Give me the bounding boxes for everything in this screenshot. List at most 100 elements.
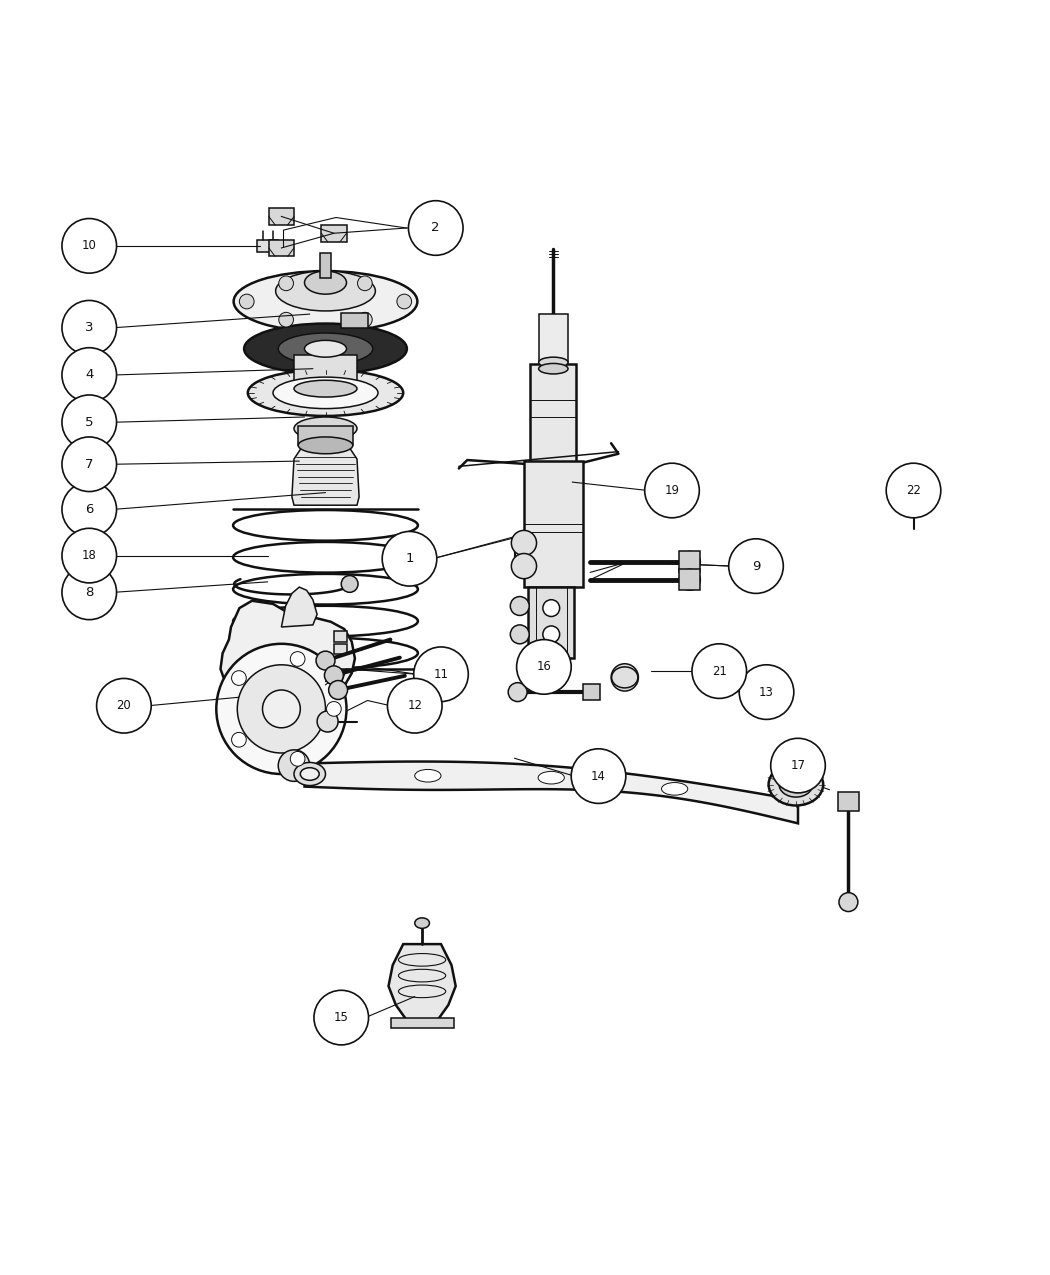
Ellipse shape (248, 370, 403, 416)
Circle shape (357, 275, 373, 291)
Bar (391, 1017, 454, 1028)
Circle shape (510, 625, 529, 644)
Text: 5: 5 (85, 416, 93, 428)
Bar (321, 224, 347, 242)
Circle shape (290, 652, 304, 667)
Text: 16: 16 (537, 660, 551, 673)
Polygon shape (292, 446, 359, 505)
Circle shape (679, 569, 700, 590)
Circle shape (290, 751, 304, 766)
Circle shape (317, 711, 338, 732)
Bar (524, 462, 583, 586)
Ellipse shape (539, 363, 568, 374)
Circle shape (679, 551, 700, 572)
Ellipse shape (233, 272, 418, 332)
Bar (257, 240, 278, 252)
Ellipse shape (273, 377, 378, 408)
Circle shape (739, 664, 794, 719)
Ellipse shape (769, 764, 823, 806)
Bar (269, 240, 294, 256)
Circle shape (62, 437, 117, 492)
Circle shape (341, 575, 358, 593)
Text: 7: 7 (85, 458, 93, 470)
Text: 6: 6 (85, 502, 93, 516)
Circle shape (543, 626, 560, 643)
Bar (294, 354, 357, 389)
Circle shape (771, 738, 825, 793)
Bar (530, 365, 576, 464)
Bar (838, 792, 859, 811)
Ellipse shape (300, 768, 319, 780)
Circle shape (62, 218, 117, 273)
Circle shape (729, 539, 783, 593)
Ellipse shape (779, 771, 813, 797)
Circle shape (314, 991, 369, 1046)
Text: 13: 13 (759, 686, 774, 699)
Circle shape (97, 678, 151, 733)
Circle shape (278, 312, 293, 326)
Circle shape (510, 597, 529, 616)
Text: 20: 20 (117, 699, 131, 713)
Ellipse shape (415, 769, 441, 782)
Ellipse shape (788, 778, 804, 790)
Bar (334, 644, 346, 654)
Circle shape (216, 644, 346, 774)
Circle shape (839, 892, 858, 912)
Ellipse shape (662, 783, 688, 796)
Ellipse shape (415, 918, 429, 928)
Bar (269, 208, 294, 224)
Ellipse shape (298, 437, 353, 454)
Bar (679, 551, 700, 572)
Circle shape (316, 652, 335, 671)
Bar (528, 586, 574, 658)
Ellipse shape (294, 762, 325, 785)
Circle shape (62, 528, 117, 583)
Ellipse shape (275, 272, 376, 311)
Circle shape (262, 690, 300, 728)
Circle shape (237, 664, 326, 754)
Circle shape (408, 200, 463, 255)
Circle shape (324, 666, 343, 685)
Polygon shape (304, 761, 798, 824)
Text: 4: 4 (85, 368, 93, 381)
Circle shape (543, 599, 560, 617)
Polygon shape (281, 586, 317, 627)
Circle shape (278, 275, 294, 291)
Circle shape (62, 482, 117, 537)
Circle shape (571, 748, 626, 803)
Ellipse shape (294, 417, 357, 440)
Text: 22: 22 (906, 484, 921, 497)
Ellipse shape (538, 771, 565, 784)
Text: 14: 14 (591, 770, 606, 783)
Circle shape (62, 395, 117, 450)
Text: 15: 15 (334, 1011, 349, 1024)
Circle shape (357, 312, 372, 326)
Circle shape (329, 681, 348, 700)
Ellipse shape (304, 340, 347, 357)
Ellipse shape (244, 324, 407, 374)
Polygon shape (388, 944, 456, 1020)
Circle shape (397, 295, 412, 309)
Ellipse shape (539, 357, 568, 367)
Circle shape (886, 463, 941, 518)
Circle shape (62, 565, 117, 620)
Circle shape (278, 750, 310, 782)
Circle shape (382, 532, 437, 586)
Text: 17: 17 (791, 759, 805, 773)
Circle shape (517, 640, 571, 694)
Text: 18: 18 (82, 550, 97, 562)
Text: 3: 3 (85, 321, 93, 334)
Text: 12: 12 (407, 699, 422, 713)
Polygon shape (220, 601, 355, 771)
Circle shape (62, 348, 117, 403)
Text: 2: 2 (432, 222, 440, 235)
Circle shape (645, 463, 699, 518)
Circle shape (62, 301, 117, 354)
Text: 1: 1 (405, 552, 414, 565)
Circle shape (543, 644, 560, 660)
Circle shape (327, 701, 341, 717)
Circle shape (508, 682, 527, 701)
Bar (341, 314, 367, 328)
Circle shape (387, 678, 442, 733)
Text: 11: 11 (434, 668, 448, 681)
